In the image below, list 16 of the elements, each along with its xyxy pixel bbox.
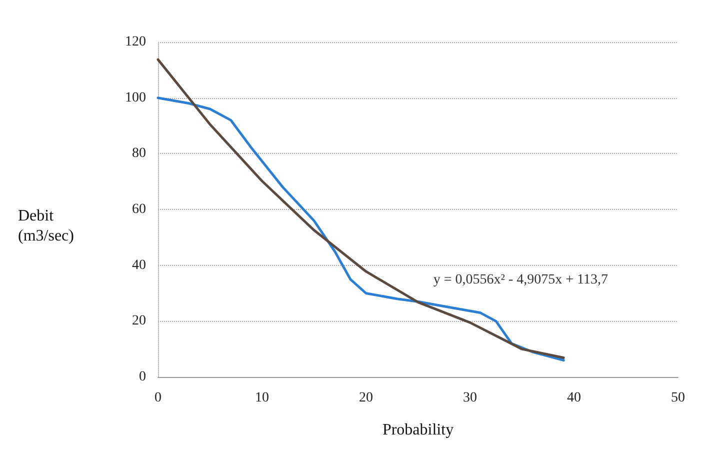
- y-tick-label: 0: [139, 370, 146, 384]
- x-tick-label: 20: [359, 390, 373, 406]
- y-axis-title: Debit (m3/sec): [18, 208, 74, 244]
- x-tick-label: 50: [671, 390, 685, 406]
- y-tick-label: 100: [125, 90, 146, 106]
- x-tick-label: 40: [567, 390, 581, 406]
- y-tick-label: 60: [132, 202, 146, 217]
- annotation: y = 0,0556x² - 4,9075x + 113,7: [433, 272, 608, 288]
- y-tick-label: 20: [132, 314, 146, 329]
- x-tick-label: 0: [154, 390, 162, 406]
- x-tick-label: 10: [255, 390, 269, 406]
- y-tick-label: 120: [125, 34, 146, 50]
- y-tick-label: 40: [132, 258, 146, 273]
- x-tick-label: 30: [463, 390, 477, 406]
- x-axis-title: Probability: [382, 422, 454, 438]
- y-tick-label: 80: [132, 146, 146, 162]
